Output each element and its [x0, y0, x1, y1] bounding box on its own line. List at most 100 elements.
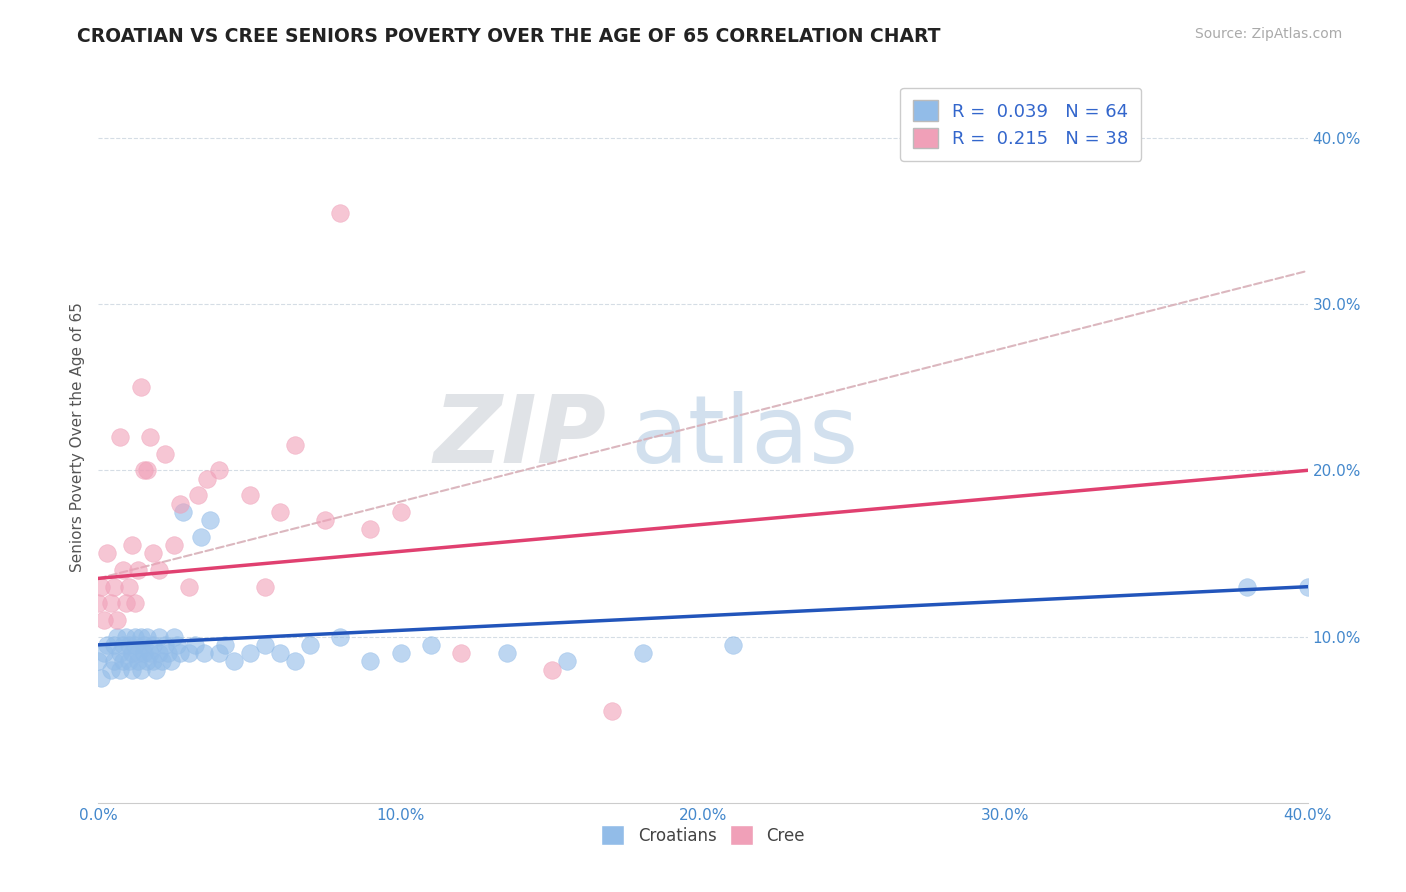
- Point: [139, 430, 162, 444]
- Point: [160, 655, 183, 669]
- Point: [179, 646, 201, 660]
- Y-axis label: Seniors Poverty Over the Age of 65: Seniors Poverty Over the Age of 65: [69, 302, 84, 572]
- Point: [224, 655, 246, 669]
- Point: [190, 530, 212, 544]
- Point: [166, 638, 188, 652]
- Point: [111, 638, 134, 652]
- Point: [127, 655, 149, 669]
- Point: [87, 655, 110, 669]
- Point: [631, 646, 654, 660]
- Point: [329, 205, 352, 219]
- Point: [179, 580, 201, 594]
- Point: [172, 505, 194, 519]
- Point: [100, 596, 122, 610]
- Point: [118, 638, 141, 652]
- Point: [121, 663, 143, 677]
- Point: [129, 380, 152, 394]
- Point: [284, 438, 307, 452]
- Point: [121, 538, 143, 552]
- Point: [153, 638, 176, 652]
- Point: [132, 638, 155, 652]
- Point: [269, 646, 291, 660]
- Point: [132, 463, 155, 477]
- Point: [135, 655, 157, 669]
- Point: [111, 655, 134, 669]
- Point: [127, 646, 149, 660]
- Point: [139, 646, 162, 660]
- Point: [187, 488, 209, 502]
- Point: [184, 638, 207, 652]
- Point: [111, 563, 134, 577]
- Text: atlas: atlas: [630, 391, 859, 483]
- Point: [1296, 580, 1319, 594]
- Point: [284, 655, 307, 669]
- Point: [239, 646, 262, 660]
- Point: [195, 472, 218, 486]
- Point: [420, 638, 443, 652]
- Point: [314, 513, 336, 527]
- Point: [540, 663, 562, 677]
- Point: [121, 646, 143, 660]
- Point: [495, 646, 517, 660]
- Point: [135, 630, 157, 644]
- Point: [145, 663, 167, 677]
- Point: [103, 638, 125, 652]
- Point: [114, 630, 136, 644]
- Point: [329, 630, 352, 644]
- Point: [239, 488, 262, 502]
- Point: [163, 538, 186, 552]
- Point: [142, 655, 165, 669]
- Point: [208, 646, 231, 660]
- Point: [118, 580, 141, 594]
- Point: [105, 613, 128, 627]
- Point: [208, 463, 231, 477]
- Point: [142, 638, 165, 652]
- Point: [105, 630, 128, 644]
- Point: [163, 630, 186, 644]
- Point: [555, 655, 578, 669]
- Text: Source: ZipAtlas.com: Source: ZipAtlas.com: [1195, 27, 1343, 41]
- Point: [148, 563, 170, 577]
- Point: [200, 513, 222, 527]
- Point: [93, 613, 115, 627]
- Point: [103, 655, 125, 669]
- Point: [148, 646, 170, 660]
- Point: [1236, 580, 1258, 594]
- Point: [253, 638, 276, 652]
- Point: [87, 596, 110, 610]
- Point: [269, 505, 291, 519]
- Point: [450, 646, 472, 660]
- Point: [108, 430, 131, 444]
- Point: [132, 646, 155, 660]
- Point: [118, 655, 141, 669]
- Point: [299, 638, 322, 652]
- Point: [127, 563, 149, 577]
- Point: [103, 580, 125, 594]
- Point: [214, 638, 236, 652]
- Point: [723, 638, 745, 652]
- Point: [142, 546, 165, 560]
- Point: [124, 630, 146, 644]
- Point: [96, 638, 118, 652]
- Point: [135, 463, 157, 477]
- Point: [90, 580, 112, 594]
- Point: [602, 705, 624, 719]
- Point: [169, 646, 191, 660]
- Point: [108, 663, 131, 677]
- Point: [90, 671, 112, 685]
- Point: [100, 663, 122, 677]
- Point: [114, 596, 136, 610]
- Point: [108, 646, 131, 660]
- Point: [360, 521, 382, 535]
- Point: [389, 505, 412, 519]
- Point: [93, 646, 115, 660]
- Point: [124, 638, 146, 652]
- Point: [169, 497, 191, 511]
- Point: [389, 646, 412, 660]
- Point: [124, 596, 146, 610]
- Point: [129, 663, 152, 677]
- Point: [148, 630, 170, 644]
- Point: [150, 655, 173, 669]
- Point: [96, 546, 118, 560]
- Legend: Croatians, Cree: Croatians, Cree: [593, 817, 813, 853]
